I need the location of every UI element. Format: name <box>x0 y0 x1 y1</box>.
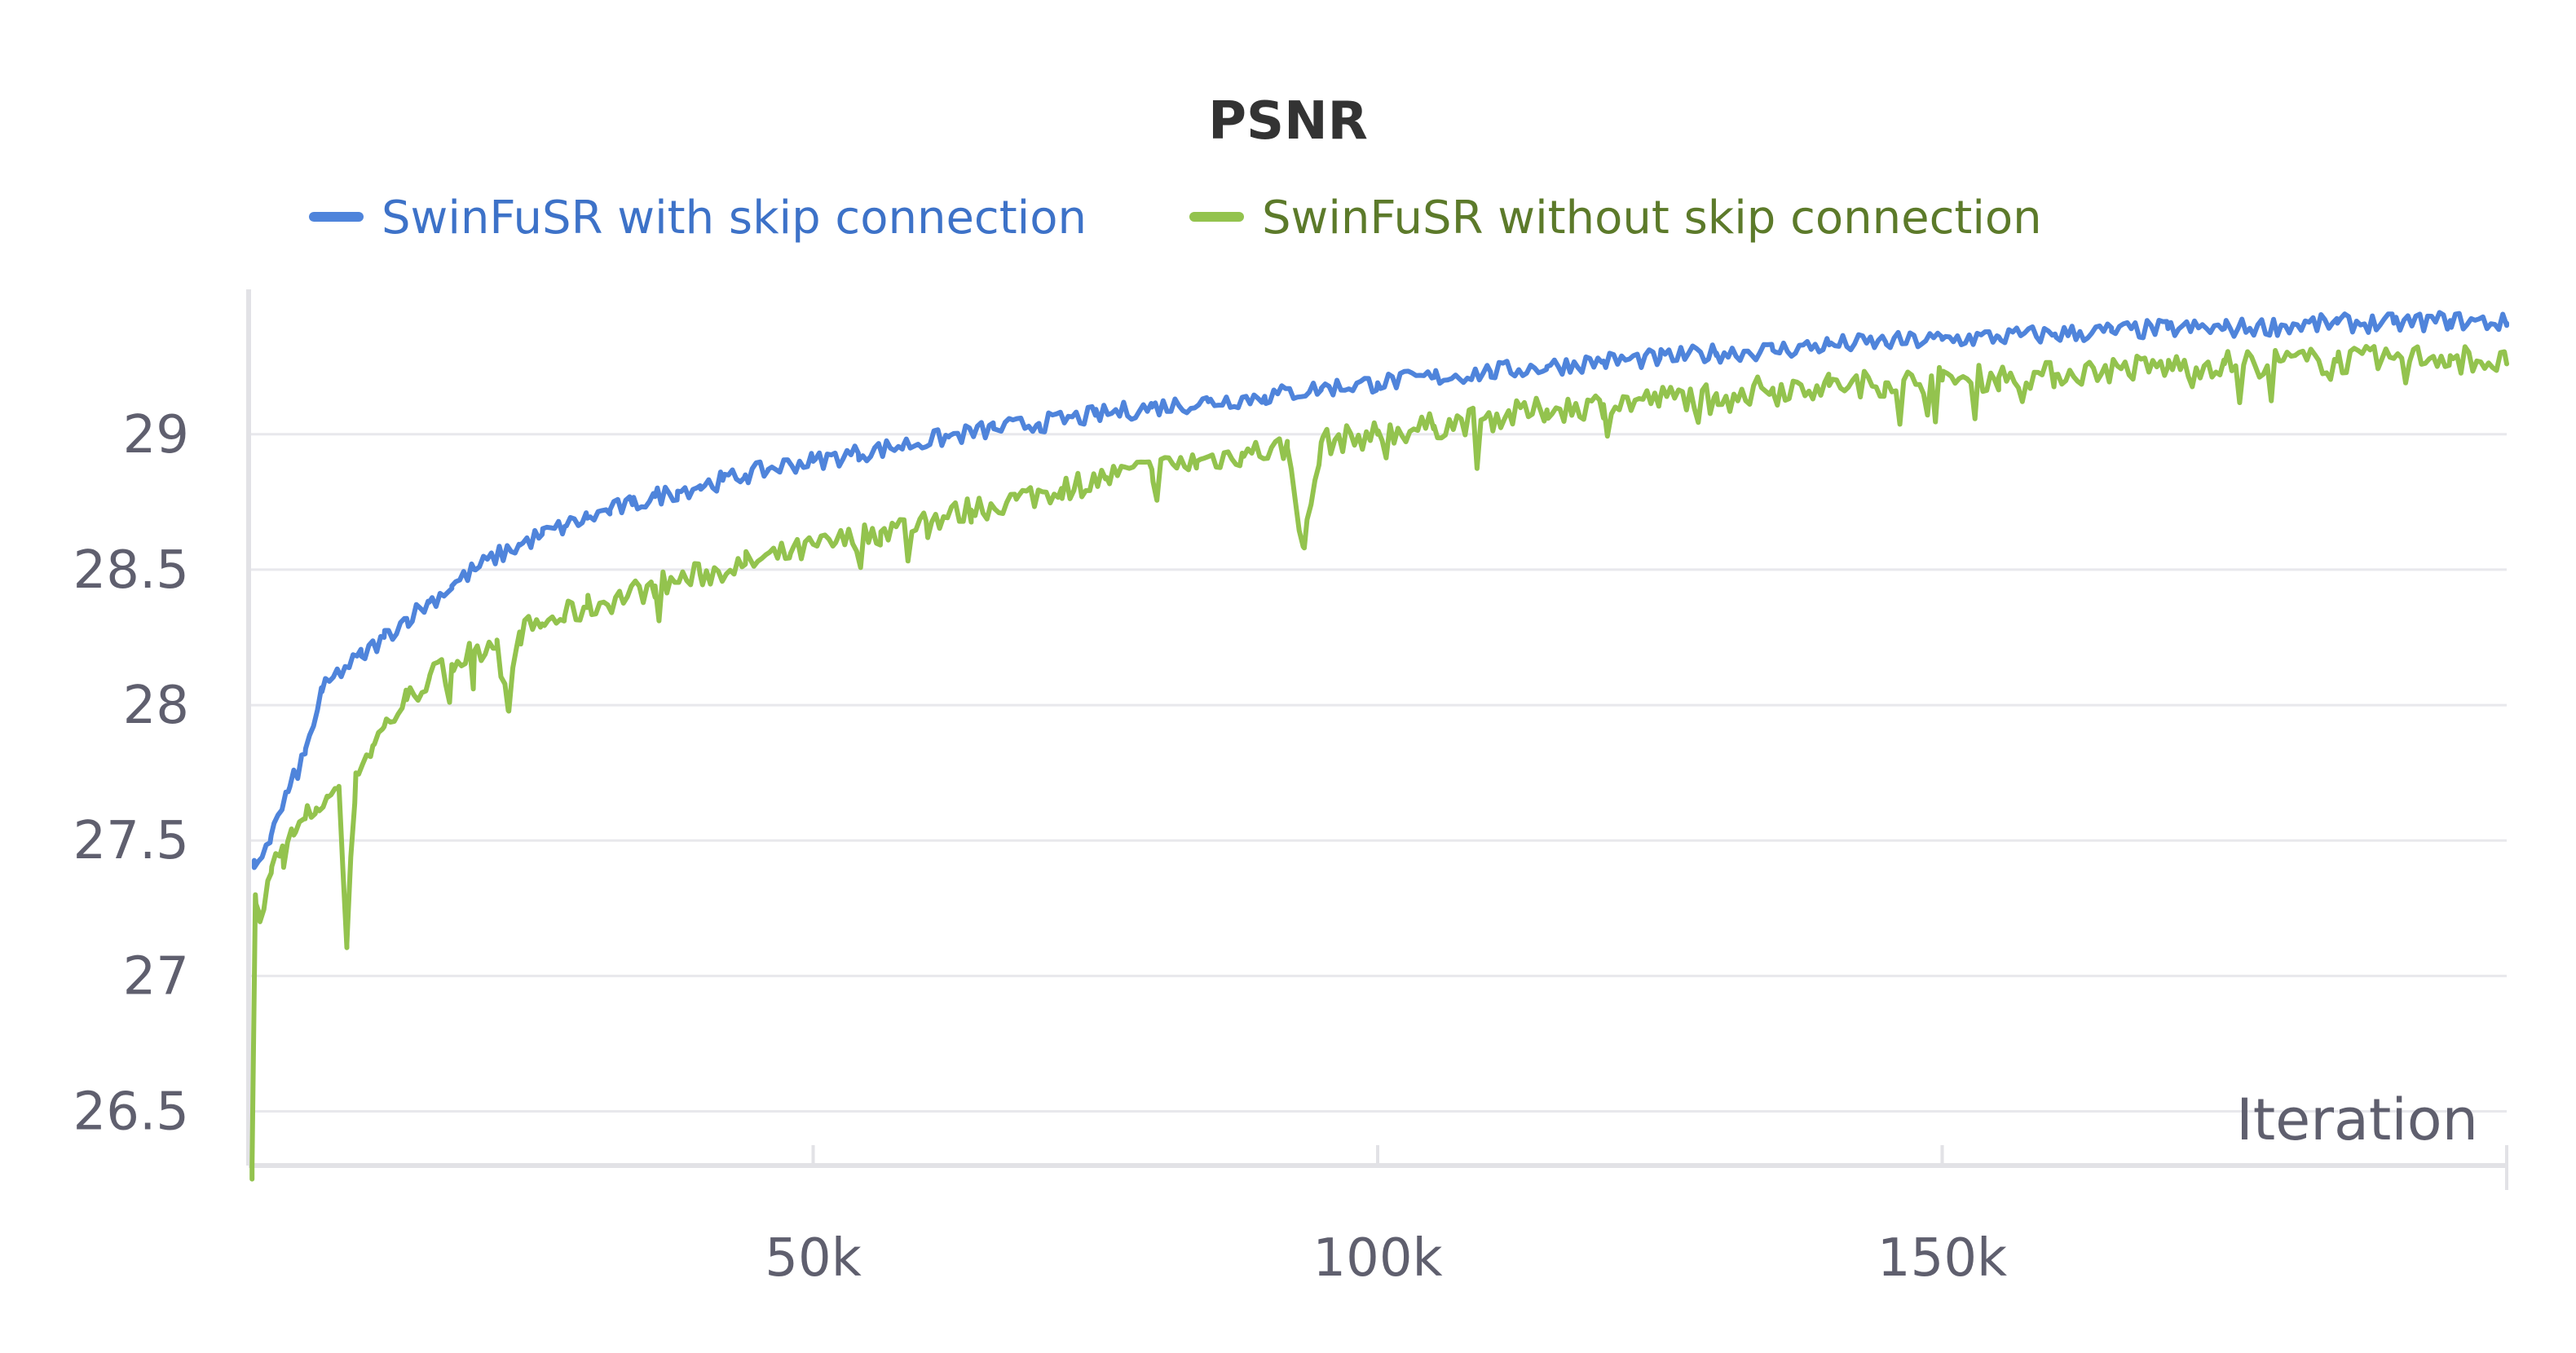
series-lines <box>249 310 2509 1182</box>
legend-item-without-skip[interactable]: SwinFuSR without skip connection <box>1189 192 2042 245</box>
series-with-skip-line <box>251 310 2509 870</box>
y-tick-label: 26.5 <box>73 1082 190 1143</box>
x-axis-label: Iteration <box>2236 1086 2478 1153</box>
y-tick-label: 27 <box>123 946 189 1007</box>
gridlines <box>249 433 2507 1113</box>
x-tick-label: 50k <box>765 1228 862 1289</box>
y-tick-label: 27.5 <box>73 811 190 871</box>
tick-labels: 26.5 27 27.5 28 28.5 29 50k 100k 150k <box>73 405 2008 1289</box>
chart-title: PSNR <box>1208 91 1368 152</box>
y-tick-label: 29 <box>123 405 189 465</box>
series-without-skip-line <box>249 344 2509 1182</box>
x-tick-label: 150k <box>1877 1228 2007 1289</box>
legend-label-with-skip: SwinFuSR with skip connection <box>382 192 1087 245</box>
y-tick-label: 28.5 <box>73 540 190 601</box>
legend-label-without-skip: SwinFuSR without skip connection <box>1262 192 2042 245</box>
legend-item-with-skip[interactable]: SwinFuSR with skip connection <box>309 192 1087 245</box>
y-tick-label: 28 <box>123 676 189 736</box>
axes <box>246 289 2508 1190</box>
legend: SwinFuSR with skip connection SwinFuSR w… <box>309 192 2042 245</box>
x-tick-label: 100k <box>1312 1228 1442 1289</box>
